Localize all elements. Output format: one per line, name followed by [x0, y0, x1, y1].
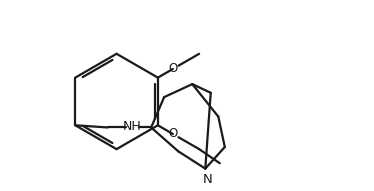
Text: O: O	[168, 62, 178, 75]
Text: N: N	[203, 173, 212, 186]
Text: NH: NH	[122, 120, 141, 133]
Text: O: O	[168, 127, 178, 140]
Text: methoxy: methoxy	[199, 52, 205, 53]
